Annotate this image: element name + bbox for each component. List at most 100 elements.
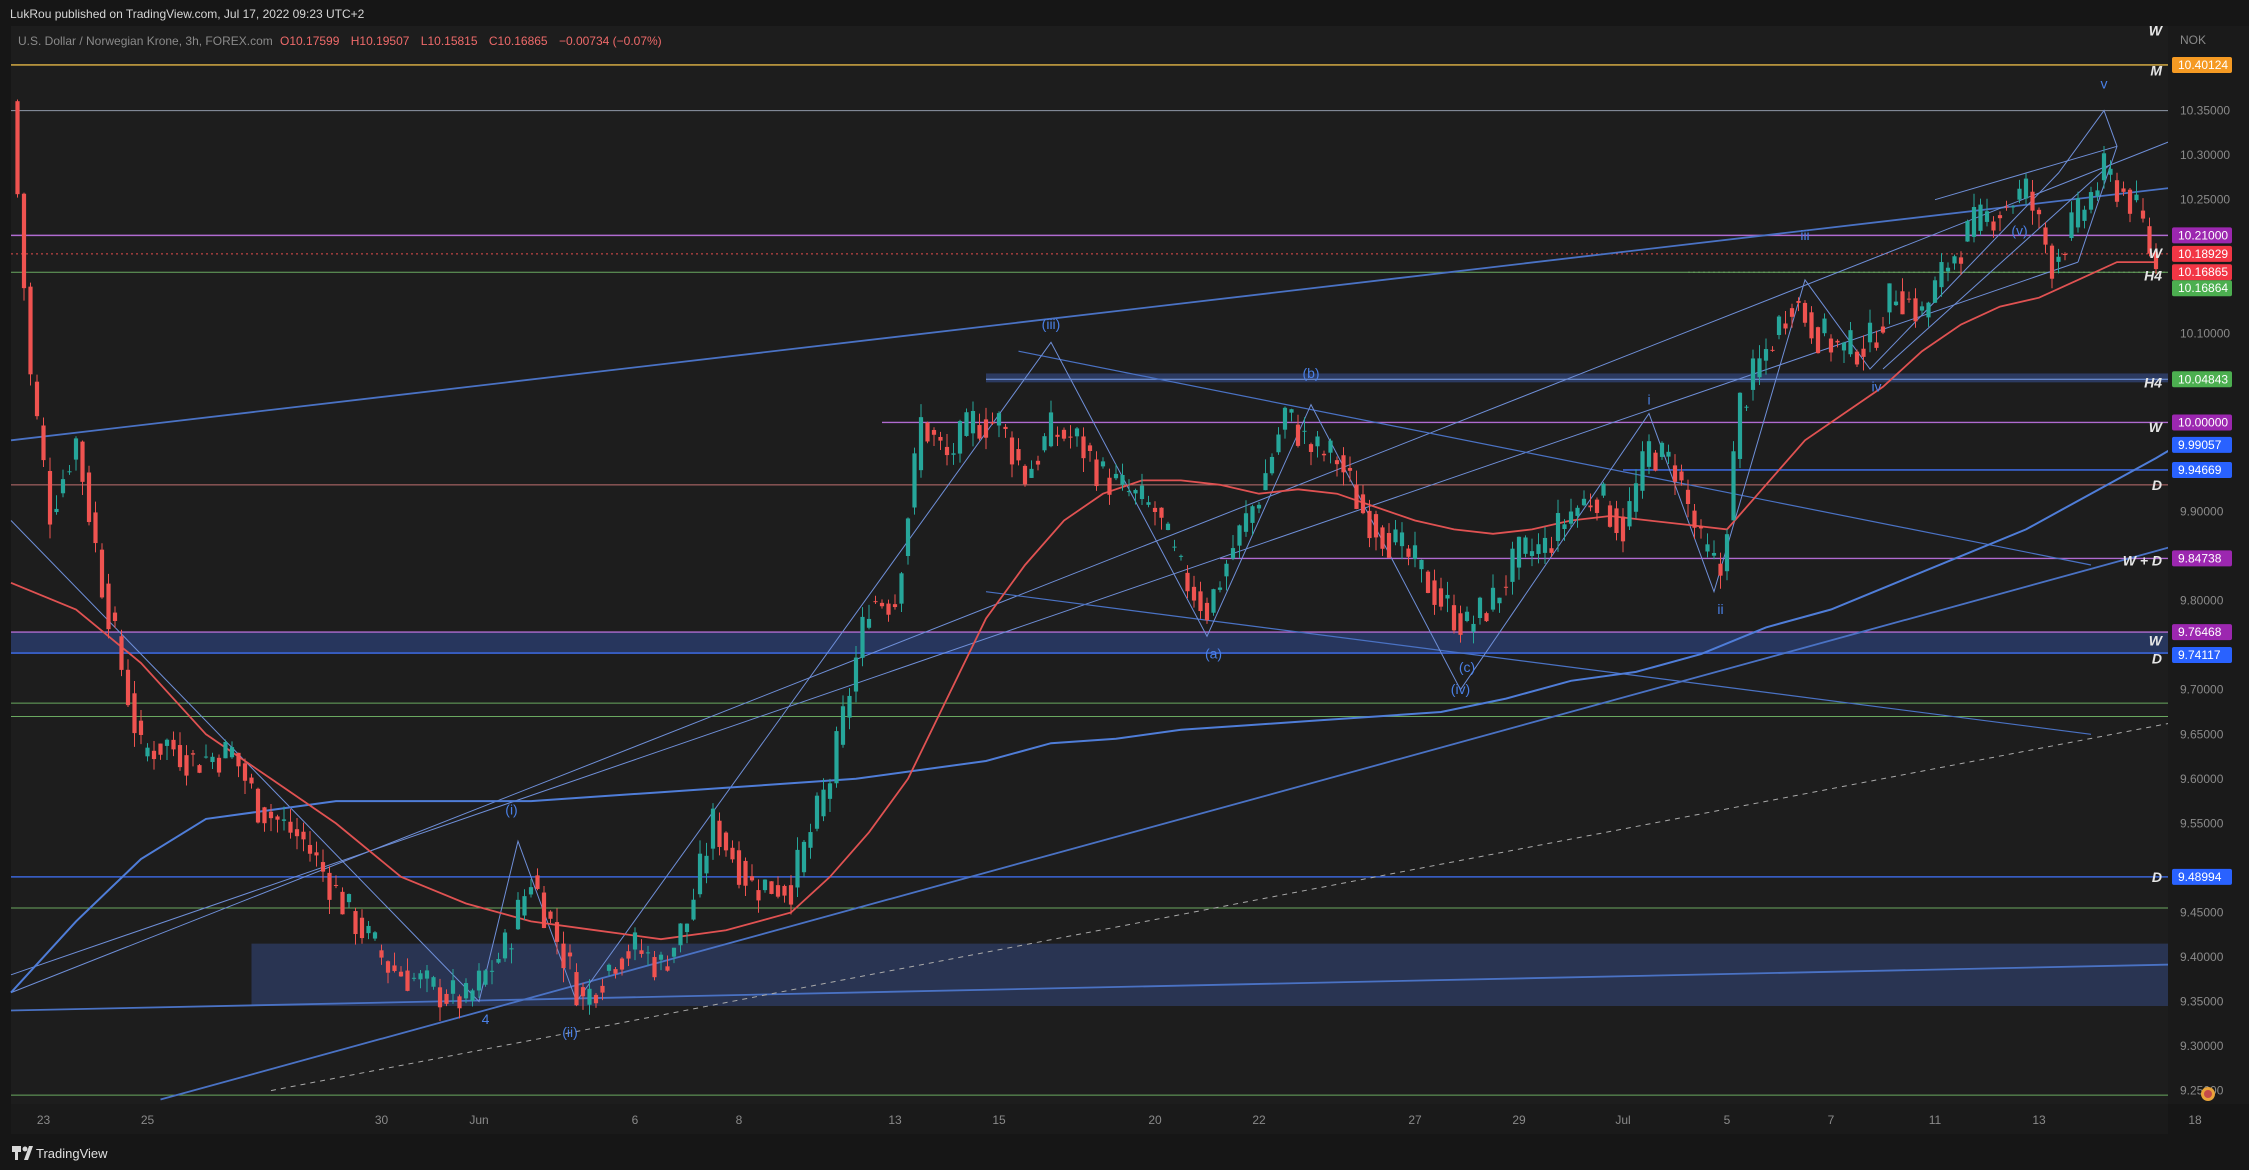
candle[interactable] bbox=[554, 908, 560, 955]
candle[interactable] bbox=[548, 910, 553, 924]
candle[interactable] bbox=[229, 741, 235, 759]
candle[interactable] bbox=[1828, 334, 1834, 362]
candle[interactable] bbox=[1367, 499, 1372, 548]
wave-label[interactable]: (a) bbox=[1205, 646, 1222, 662]
candle[interactable] bbox=[970, 401, 976, 447]
candle[interactable] bbox=[1464, 606, 1470, 623]
candle[interactable] bbox=[1685, 479, 1691, 518]
candle[interactable] bbox=[385, 960, 391, 984]
candle[interactable] bbox=[593, 993, 599, 1008]
candle[interactable] bbox=[1328, 438, 1333, 464]
candle[interactable] bbox=[1347, 456, 1353, 482]
candle[interactable] bbox=[522, 889, 527, 920]
candle[interactable] bbox=[1133, 488, 1138, 505]
candle[interactable] bbox=[67, 464, 72, 475]
candle[interactable] bbox=[938, 431, 943, 451]
candle[interactable] bbox=[1042, 433, 1047, 453]
candle[interactable] bbox=[834, 726, 839, 788]
candle[interactable] bbox=[723, 831, 729, 857]
candle[interactable] bbox=[2121, 181, 2126, 196]
candle[interactable] bbox=[853, 646, 859, 703]
candle[interactable] bbox=[1204, 597, 1210, 624]
candle[interactable] bbox=[1295, 414, 1301, 448]
candle[interactable] bbox=[21, 192, 27, 301]
candle[interactable] bbox=[340, 887, 345, 915]
candle[interactable] bbox=[1971, 193, 1977, 243]
price-tag[interactable]: 10.16865 bbox=[2172, 264, 2232, 281]
candle[interactable] bbox=[613, 966, 618, 979]
candle[interactable] bbox=[1191, 575, 1197, 608]
candle[interactable] bbox=[912, 447, 917, 515]
candle[interactable] bbox=[749, 864, 755, 882]
candle[interactable] bbox=[2030, 180, 2035, 225]
candle[interactable] bbox=[1087, 442, 1093, 462]
candle[interactable] bbox=[1633, 469, 1639, 519]
candle[interactable] bbox=[1497, 597, 1502, 613]
candle[interactable] bbox=[1900, 278, 1905, 315]
candle[interactable] bbox=[587, 979, 592, 1015]
candle[interactable] bbox=[671, 947, 677, 964]
candle[interactable] bbox=[223, 739, 228, 759]
candle[interactable] bbox=[873, 595, 878, 604]
candle[interactable] bbox=[203, 744, 209, 759]
candle[interactable] bbox=[951, 442, 956, 465]
candle[interactable] bbox=[398, 966, 404, 977]
candle[interactable] bbox=[1841, 341, 1847, 363]
candle[interactable] bbox=[431, 975, 436, 990]
candle[interactable] bbox=[1770, 346, 1775, 352]
candle[interactable] bbox=[1471, 615, 1476, 644]
candle[interactable] bbox=[1763, 338, 1769, 375]
candle[interactable] bbox=[1601, 482, 1606, 498]
wave-label[interactable]: v bbox=[2101, 75, 2108, 91]
candle[interactable] bbox=[366, 921, 371, 940]
candle[interactable] bbox=[1172, 539, 1177, 552]
candle[interactable] bbox=[808, 823, 813, 859]
candle[interactable] bbox=[1165, 521, 1171, 531]
price-tag[interactable]: 9.48994 bbox=[2172, 868, 2232, 885]
candle[interactable] bbox=[1510, 541, 1515, 595]
candle[interactable] bbox=[665, 955, 670, 972]
candle[interactable] bbox=[1393, 519, 1398, 546]
candle[interactable] bbox=[1672, 454, 1678, 496]
tradingview-brand[interactable]: TradingView bbox=[12, 1146, 108, 1161]
candle[interactable] bbox=[1731, 441, 1736, 521]
zone-1[interactable] bbox=[251, 943, 2169, 1006]
candle[interactable] bbox=[541, 885, 547, 929]
candle[interactable] bbox=[1068, 425, 1073, 449]
candle[interactable] bbox=[2114, 172, 2120, 208]
candle[interactable] bbox=[2062, 252, 2068, 261]
candle[interactable] bbox=[1529, 538, 1535, 567]
candle[interactable] bbox=[405, 958, 410, 992]
trendline-1[interactable] bbox=[160, 449, 2249, 1101]
candle[interactable] bbox=[2140, 198, 2146, 223]
candle[interactable] bbox=[1425, 570, 1431, 594]
candle[interactable] bbox=[1750, 349, 1756, 401]
candle[interactable] bbox=[814, 792, 820, 832]
candle[interactable] bbox=[1796, 297, 1801, 312]
candle[interactable] bbox=[1503, 575, 1509, 596]
candle[interactable] bbox=[262, 806, 267, 832]
candle[interactable] bbox=[1276, 427, 1281, 455]
candle[interactable] bbox=[1120, 463, 1125, 491]
candle[interactable] bbox=[561, 931, 566, 983]
price-tag[interactable]: 10.00000 bbox=[2172, 414, 2232, 431]
candle[interactable] bbox=[1607, 500, 1613, 528]
candle[interactable] bbox=[1217, 581, 1223, 593]
plot-area[interactable] bbox=[11, 26, 2168, 1104]
candle[interactable] bbox=[379, 944, 384, 965]
candle[interactable] bbox=[2017, 179, 2022, 204]
candle[interactable] bbox=[619, 957, 625, 976]
candle[interactable] bbox=[1484, 611, 1489, 623]
candle[interactable] bbox=[1789, 303, 1795, 328]
candle[interactable] bbox=[1009, 431, 1015, 478]
wave-label[interactable]: ii bbox=[1717, 601, 1723, 617]
candle[interactable] bbox=[1679, 464, 1684, 486]
candle[interactable] bbox=[470, 988, 475, 1007]
candle[interactable] bbox=[450, 968, 456, 1004]
candle[interactable] bbox=[1074, 427, 1080, 447]
wave-label[interactable]: 4 bbox=[482, 1011, 490, 1027]
candle[interactable] bbox=[1588, 493, 1593, 512]
candle[interactable] bbox=[1386, 523, 1392, 559]
candle[interactable] bbox=[1126, 479, 1132, 497]
